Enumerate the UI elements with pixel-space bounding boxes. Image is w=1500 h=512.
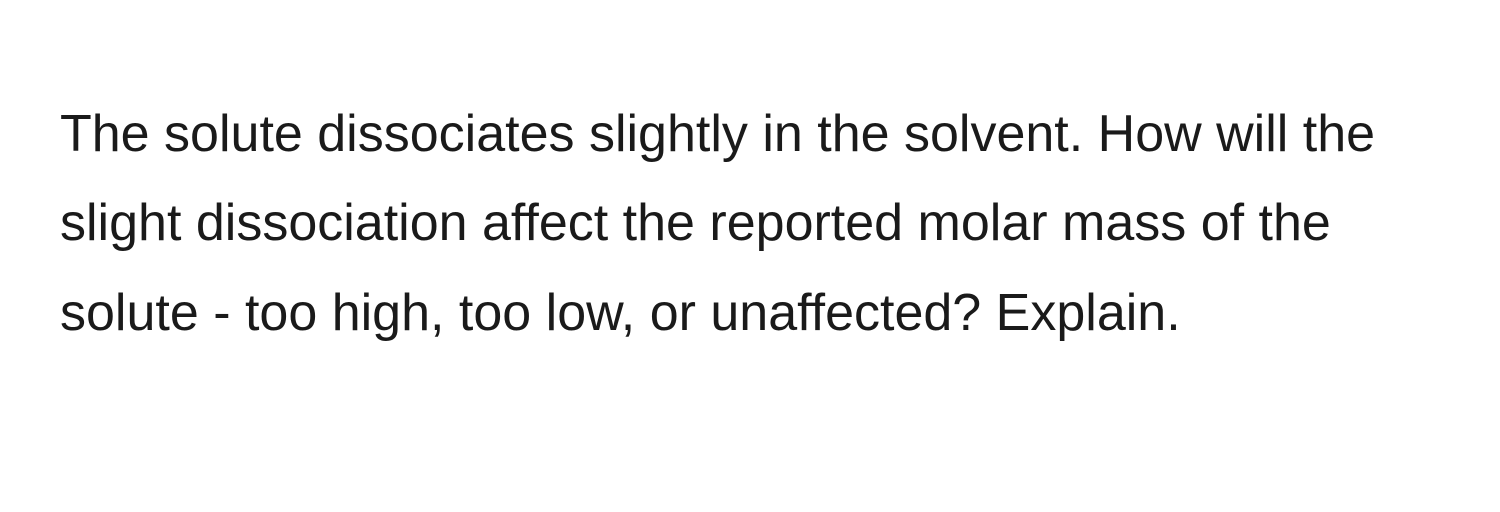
question-text: The solute dissociates slightly in the s…: [60, 90, 1440, 358]
question-container: The solute dissociates slightly in the s…: [0, 0, 1500, 512]
